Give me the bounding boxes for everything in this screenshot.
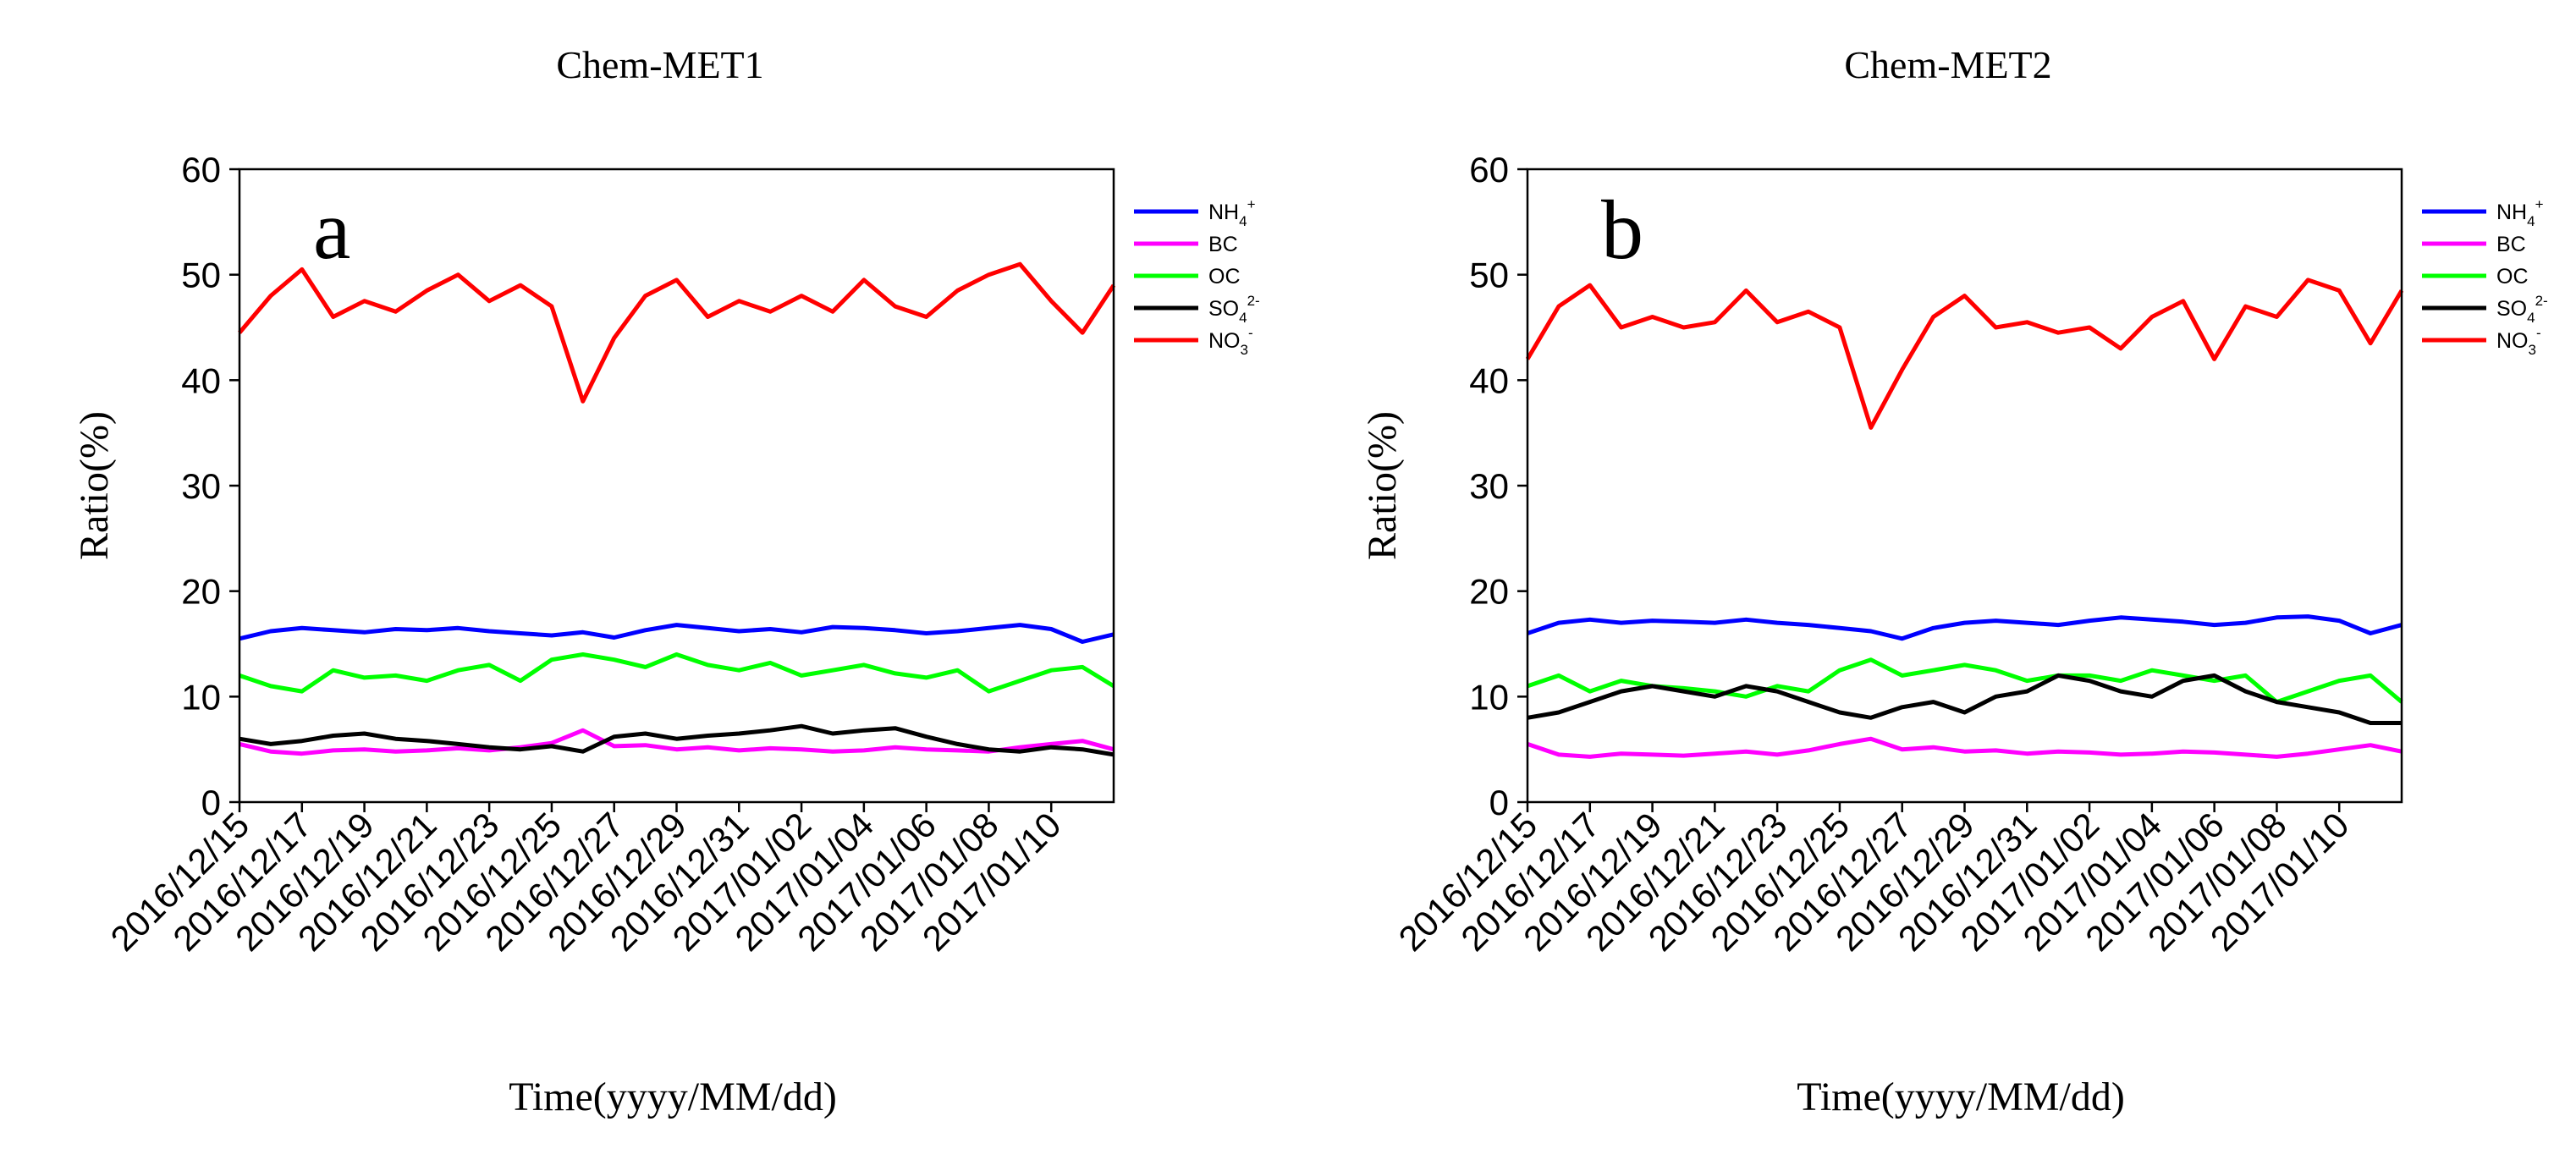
y-tick-label: 30 bbox=[181, 466, 221, 506]
series-line-so42 bbox=[239, 723, 1115, 757]
y-tick-label: 50 bbox=[181, 256, 221, 295]
legend-label-no3: NO3- bbox=[2496, 325, 2541, 358]
legend: NH4+ BC OC SO42-NO3- bbox=[1134, 196, 1260, 358]
series-line-no3 bbox=[1525, 278, 2404, 430]
legend-label-oc: OC bbox=[1208, 265, 1241, 289]
legend-label-oc: OC bbox=[2496, 265, 2529, 289]
y-tick-label: 0 bbox=[1489, 783, 1509, 822]
series-line-so42 bbox=[1527, 673, 2402, 725]
y-tick-label: 20 bbox=[181, 572, 221, 612]
series-lines bbox=[238, 261, 1116, 757]
legend-label-so42: SO42- bbox=[1208, 293, 1260, 326]
y-tick-label: 60 bbox=[181, 150, 221, 190]
x-axis-label: Time(yyyy/MM/dd) bbox=[1797, 1075, 2125, 1119]
series-line-bc bbox=[239, 728, 1115, 756]
series-lines bbox=[1525, 278, 2404, 759]
chart-title: Chem-MET2 bbox=[1844, 43, 2051, 86]
panel-label: b bbox=[1601, 183, 1643, 277]
legend-label-bc: BC bbox=[2496, 233, 2526, 256]
plot-frame bbox=[1526, 168, 2403, 804]
chart-a-canvas: Chem-MET1 Ratio(%) Time(yyyy/MM/dd) 0 10 20 30… bbox=[72, 43, 1260, 1119]
y-axis-label: Ratio(%) bbox=[72, 411, 117, 560]
plot-frame bbox=[238, 168, 1115, 804]
chart-panel-chem-met1: Chem-MET1 Ratio(%) Time(yyyy/MM/dd) 0 10 20 30… bbox=[72, 43, 1260, 1119]
legend-label-bc: BC bbox=[1208, 233, 1238, 256]
y-tick-label: 0 bbox=[201, 783, 221, 822]
y-tick-label: 40 bbox=[181, 360, 221, 400]
chart-b-canvas: Chem-MET2 Ratio(%) Time(yyyy/MM/dd) 0 10 20 30… bbox=[1360, 43, 2548, 1119]
legend: NH4+ BC OC SO42-NO3- bbox=[2422, 196, 2548, 358]
chart-title: Chem-MET1 bbox=[556, 43, 763, 86]
y-tick-label: 10 bbox=[181, 677, 221, 717]
y-tick-label: 20 bbox=[1469, 572, 1509, 612]
y-tick-label: 40 bbox=[1469, 360, 1509, 400]
series-line-oc bbox=[1527, 657, 2403, 705]
y-tick-label: 30 bbox=[1469, 466, 1509, 506]
y-tick-label: 60 bbox=[1469, 150, 1509, 190]
panel-label: a bbox=[313, 183, 350, 277]
y-tick-label: 50 bbox=[1469, 256, 1509, 295]
legend-label-nh4: NH4+ bbox=[1208, 196, 1256, 229]
series-line-nh4 bbox=[1527, 614, 2403, 641]
y-tick-label: 10 bbox=[1469, 677, 1509, 717]
x-axis-label: Time(yyyy/MM/dd) bbox=[509, 1075, 837, 1119]
series-line-nh4 bbox=[239, 623, 1115, 644]
legend-label-so42: SO42- bbox=[2496, 293, 2548, 326]
legend-label-nh4: NH4+ bbox=[2496, 196, 2544, 229]
y-axis-label: Ratio(%) bbox=[1360, 411, 1405, 560]
series-line-bc bbox=[1527, 736, 2403, 759]
series-line-oc bbox=[239, 652, 1115, 694]
series-line-no3 bbox=[238, 261, 1116, 404]
legend-label-no3: NO3- bbox=[1208, 325, 1253, 358]
chart-panel-chem-met2: Chem-MET2 Ratio(%) Time(yyyy/MM/dd) 0 10 20 30… bbox=[1288, 0, 2576, 1149]
